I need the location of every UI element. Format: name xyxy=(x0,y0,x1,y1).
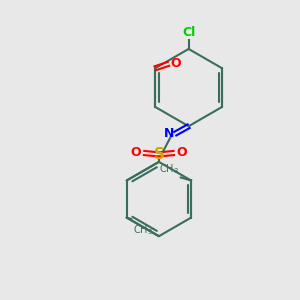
Text: O: O xyxy=(177,146,188,160)
Text: Cl: Cl xyxy=(182,26,195,38)
Text: CH$_3$: CH$_3$ xyxy=(133,224,153,237)
Text: O: O xyxy=(170,57,181,70)
Text: N: N xyxy=(164,127,174,140)
Text: S: S xyxy=(153,147,164,162)
Text: CH$_3$: CH$_3$ xyxy=(159,162,179,176)
Text: O: O xyxy=(130,146,141,160)
